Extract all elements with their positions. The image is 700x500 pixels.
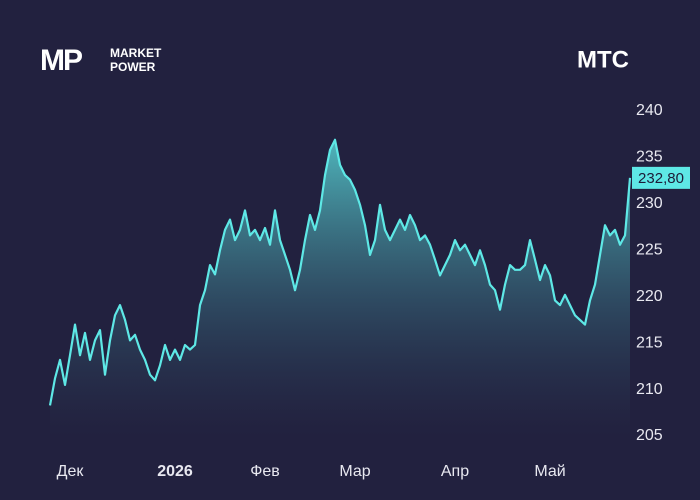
x-tick-label: Фев <box>250 463 280 480</box>
y-tick-label: 215 <box>636 334 663 351</box>
last-value-label: 232,80 <box>638 170 684 187</box>
y-tick-label: 240 <box>636 102 663 119</box>
area <box>50 139 630 437</box>
chart-title: МТС <box>577 46 629 73</box>
x-tick-label: Мар <box>339 463 370 480</box>
x-tick-label: Апр <box>441 463 469 480</box>
brand-line: MARKET <box>110 46 162 60</box>
x-tick-label: 2026 <box>157 463 193 480</box>
y-tick-label: 205 <box>636 427 663 444</box>
x-tick-label: Май <box>534 463 565 480</box>
y-tick-label: 235 <box>636 149 663 166</box>
y-tick-label: 220 <box>636 288 663 305</box>
price-line <box>48 138 632 406</box>
brand-mark: MP <box>40 44 82 77</box>
x-tick-label: Дек <box>57 463 85 480</box>
y-tick-label: 230 <box>636 195 663 212</box>
y-tick-label: 225 <box>636 242 663 259</box>
y-tick-label: 210 <box>636 381 663 398</box>
last-value-box <box>632 166 690 189</box>
brand-line: POWER <box>110 60 156 74</box>
